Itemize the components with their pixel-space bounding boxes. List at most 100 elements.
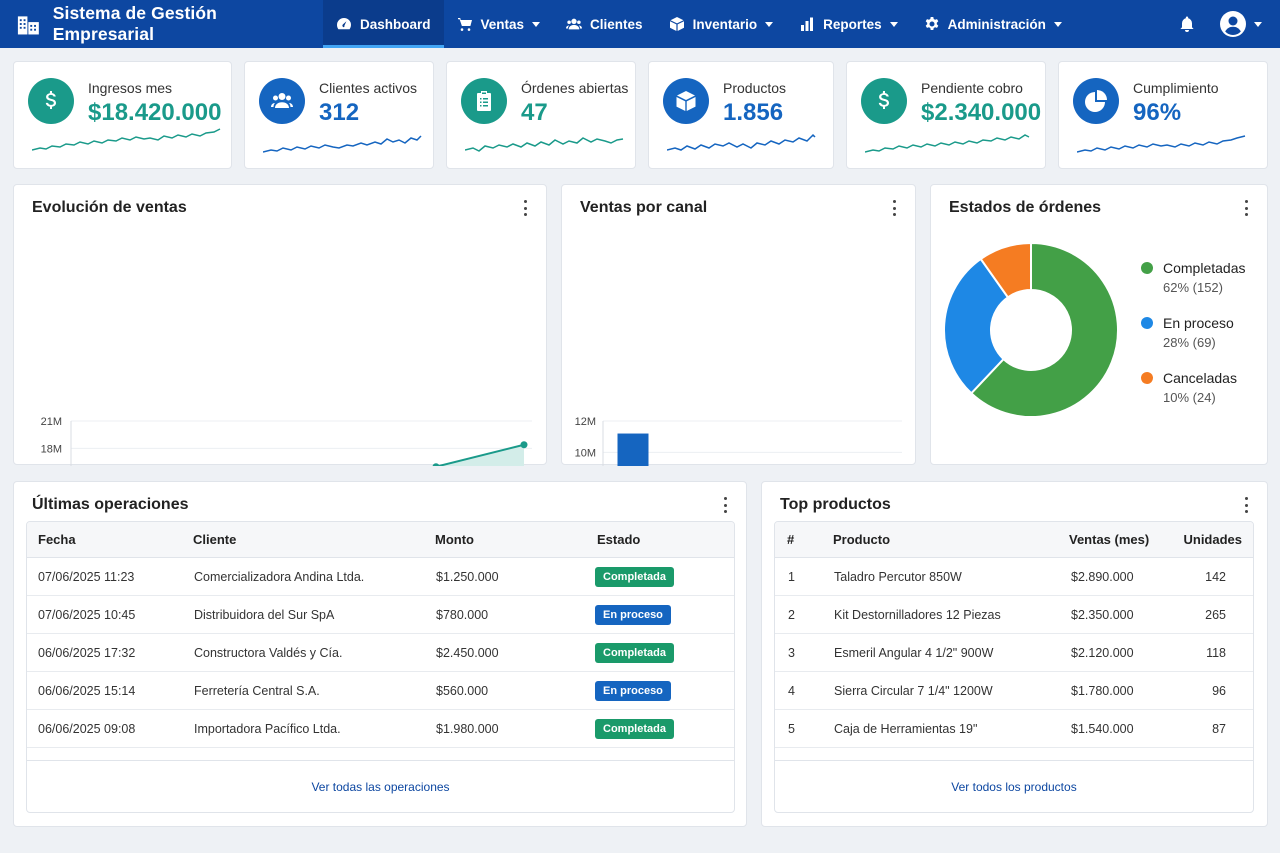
nav-item-ventas[interactable]: Ventas bbox=[444, 0, 554, 48]
table-row[interactable]: 06/06/2025 09:08 Importadora Pacífico Lt… bbox=[27, 710, 734, 748]
nav-item-label: Clientes bbox=[590, 16, 643, 32]
cell-units: 265 bbox=[1205, 608, 1226, 622]
avatar[interactable] bbox=[1220, 11, 1246, 37]
table-row[interactable]: 3 Esmeril Angular 4 1/2" 900W $2.120.000… bbox=[775, 634, 1253, 672]
main-nav: Dashboard Ventas Clientes Inventario Rep… bbox=[323, 0, 1075, 48]
more-options-icon[interactable] bbox=[522, 200, 528, 216]
column-header[interactable]: Ventas (mes) bbox=[1069, 532, 1150, 547]
column-header[interactable]: # bbox=[787, 532, 795, 547]
panel-title: Top productos bbox=[780, 496, 891, 513]
cell-sales: $2.350.000 bbox=[1071, 608, 1134, 622]
kpi-card-pendiente[interactable]: Pendiente cobro $2.340.000 bbox=[846, 61, 1046, 169]
more-options-icon[interactable] bbox=[1243, 497, 1249, 513]
cell-client: Ferretería Central S.A. bbox=[194, 684, 320, 698]
legend-item[interactable]: Canceladas 10% (24) bbox=[1141, 369, 1246, 409]
bell-icon[interactable] bbox=[1178, 15, 1196, 33]
kpi-value: $2.340.000 bbox=[921, 99, 1042, 126]
chevron-down-icon bbox=[889, 21, 898, 27]
chart-legend: Completadas 62% (152) En proceso 28% (69) … bbox=[1141, 259, 1246, 424]
column-header[interactable]: Estado bbox=[597, 532, 641, 547]
kpi-icon-circle bbox=[259, 78, 305, 124]
more-options-icon[interactable] bbox=[722, 497, 728, 513]
nav-item-inventario[interactable]: Inventario bbox=[656, 0, 787, 48]
operations-card: Últimas operaciones Fecha Cliente Monto … bbox=[13, 481, 747, 827]
column-header[interactable]: Unidades bbox=[1183, 532, 1242, 547]
y-tick-label: 18M bbox=[41, 443, 62, 455]
dollar-icon bbox=[45, 91, 56, 109]
kpi-value: 96% bbox=[1133, 99, 1182, 126]
table-row[interactable]: 1 Taladro Percutor 850W $2.890.000 142 bbox=[775, 558, 1253, 596]
cell-sales: $1.540.000 bbox=[1071, 722, 1134, 736]
gear-icon bbox=[925, 17, 938, 30]
column-header[interactable]: Cliente bbox=[193, 532, 237, 547]
sales-by-channel-chart: 02M4M6M8M10M12MTiendafísicaE-commerceDis… bbox=[575, 416, 902, 466]
data-point bbox=[432, 463, 440, 466]
panel-title: Últimas operaciones bbox=[32, 496, 189, 513]
cell-rank: 2 bbox=[788, 608, 795, 622]
kpi-icon-circle bbox=[663, 78, 709, 124]
panel-title: Estados de órdenes bbox=[949, 199, 1102, 216]
kpi-card-ingresos[interactable]: Ingresos mes $18.420.000 bbox=[13, 61, 232, 169]
kpi-value: 47 bbox=[521, 99, 548, 126]
kpi-value: 1.856 bbox=[723, 99, 784, 126]
table-row[interactable]: 2 Kit Destornilladores 12 Piezas $2.350.… bbox=[775, 596, 1253, 634]
cart-icon bbox=[457, 18, 472, 31]
table-row[interactable]: 07/06/2025 10:45 Distribuidora del Sur S… bbox=[27, 596, 734, 634]
table-row[interactable]: 07/06/2025 11:23 Comercializadora Andina… bbox=[27, 558, 734, 596]
column-header[interactable]: Fecha bbox=[38, 532, 76, 547]
cell-units: 87 bbox=[1212, 722, 1226, 736]
brand[interactable]: Sistema de Gestión Empresarial bbox=[0, 3, 310, 45]
app-title: Sistema de Gestión Empresarial bbox=[52, 3, 217, 44]
buildings-icon bbox=[17, 16, 39, 35]
cell-date: 06/06/2025 09:08 bbox=[38, 722, 136, 736]
legend-item[interactable]: Completadas 62% (152) bbox=[1141, 259, 1246, 299]
cell-sales: $1.780.000 bbox=[1071, 684, 1134, 698]
column-header[interactable]: Monto bbox=[435, 532, 474, 547]
cell-date: 06/06/2025 15:14 bbox=[38, 684, 136, 698]
table-row[interactable]: 5 Caja de Herramientas 19" $1.540.000 87 bbox=[775, 710, 1253, 748]
table-row[interactable]: 06/06/2025 15:14 Ferretería Central S.A.… bbox=[27, 672, 734, 710]
status-badge: Completada bbox=[595, 643, 674, 663]
kpi-card-clientes[interactable]: Clientes activos 312 bbox=[244, 61, 434, 169]
sales-evolution-card: Evolución de ventas 03M6M9M12M15M18M21ME… bbox=[13, 184, 547, 466]
kpi-icon-circle bbox=[1073, 78, 1119, 124]
view-all-operations-link[interactable]: Ver todas las operaciones bbox=[27, 760, 734, 812]
order-states-card: Estados de órdenes Completadas 62% (152) … bbox=[930, 184, 1268, 465]
more-options-icon[interactable] bbox=[1243, 200, 1249, 216]
legend-dot bbox=[1141, 317, 1153, 329]
status-badge: En proceso bbox=[595, 681, 671, 701]
cell-amount: $560.000 bbox=[436, 684, 489, 698]
legend-item[interactable]: En proceso 28% (69) bbox=[1141, 314, 1246, 354]
kpi-icon-circle bbox=[28, 78, 74, 124]
kpi-card-cumplimiento[interactable]: Cumplimiento 96% bbox=[1058, 61, 1268, 169]
legend-dot bbox=[1141, 372, 1153, 384]
cell-date: 07/06/2025 11:23 bbox=[38, 570, 135, 584]
kpi-label: Cumplimiento bbox=[1133, 80, 1219, 96]
cell-date: 07/06/2025 10:45 bbox=[38, 608, 136, 622]
status-badge: Completada bbox=[595, 567, 674, 587]
top-navbar: Sistema de Gestión Empresarial Dashboard… bbox=[0, 0, 1280, 48]
column-header[interactable]: Producto bbox=[833, 532, 891, 547]
view-all-products-link[interactable]: Ver todos los productos bbox=[775, 760, 1253, 812]
nav-item-clientes[interactable]: Clientes bbox=[553, 0, 656, 48]
area-fill bbox=[438, 444, 524, 466]
nav-item-dashboard[interactable]: Dashboard bbox=[323, 0, 444, 48]
table-row[interactable]: 4 Sierra Circular 7 1/4" 1200W $1.780.00… bbox=[775, 672, 1253, 710]
legend-label: Canceladas bbox=[1163, 370, 1237, 386]
kpi-label: Ingresos mes bbox=[88, 80, 173, 96]
nav-item-label: Dashboard bbox=[360, 16, 431, 32]
panel-title: Evolución de ventas bbox=[32, 199, 187, 216]
more-options-icon[interactable] bbox=[891, 200, 897, 216]
table-row[interactable]: 06/06/2025 17:32 Constructora Valdés y C… bbox=[27, 634, 734, 672]
cell-client: Distribuidora del Sur SpA bbox=[194, 608, 335, 622]
legend-label: En proceso bbox=[1163, 315, 1234, 331]
box-icon bbox=[676, 91, 696, 111]
chevron-down-icon[interactable] bbox=[1254, 21, 1262, 27]
kpi-sparkline bbox=[865, 134, 1030, 153]
kpi-card-ordenes[interactable]: Órdenes abiertas 47 bbox=[446, 61, 636, 169]
kpi-card-productos[interactable]: Productos 1.856 bbox=[648, 61, 834, 169]
kpi-label: Productos bbox=[723, 80, 787, 96]
nav-item-label: Inventario bbox=[692, 16, 758, 32]
nav-item-administracion[interactable]: Administración bbox=[911, 0, 1075, 48]
nav-item-reportes[interactable]: Reportes bbox=[786, 0, 911, 48]
